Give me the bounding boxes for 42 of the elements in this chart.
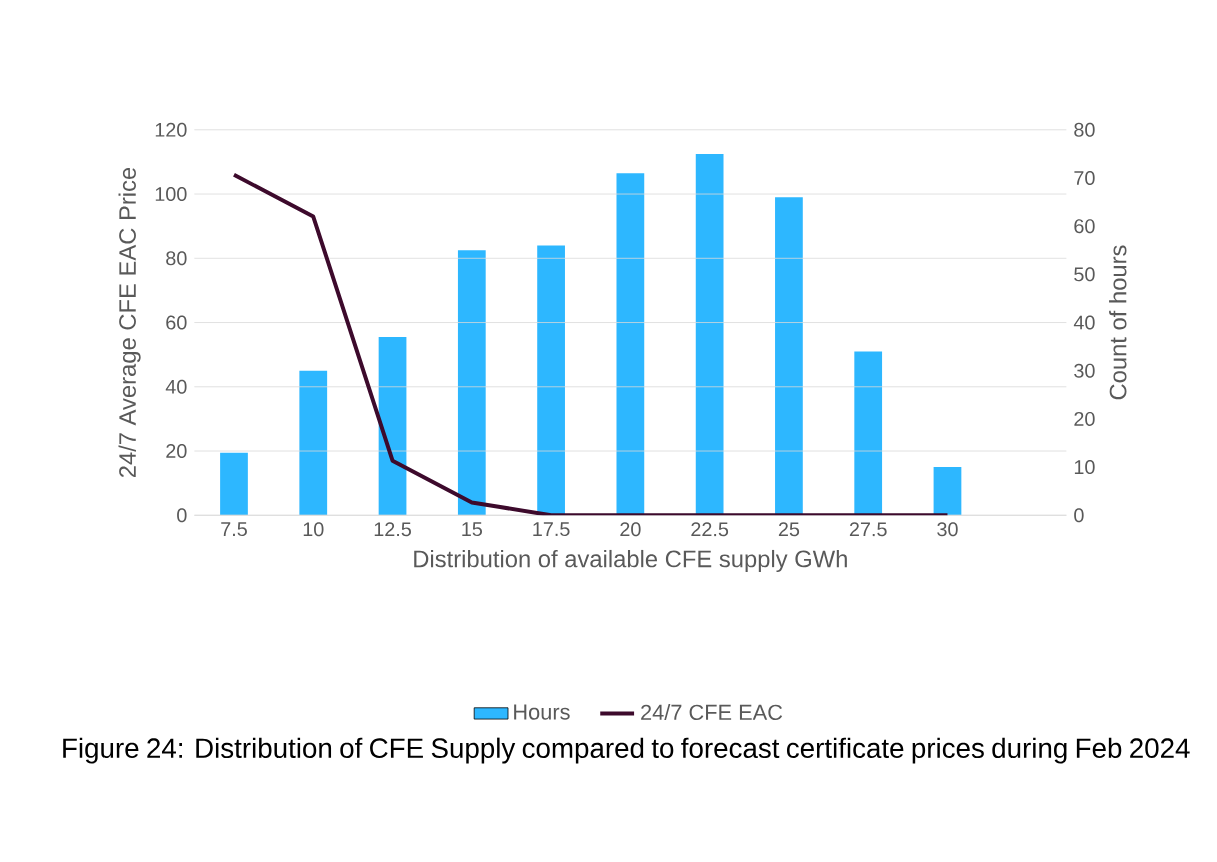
x-tick-label: 25	[778, 522, 800, 537]
y2-tick-label: 40	[1073, 315, 1095, 330]
bar	[299, 370, 328, 516]
y2-tick-label: 10	[1074, 460, 1095, 475]
y2-tick-label: 30	[1074, 363, 1095, 378]
y2-tick-label: 50	[1074, 267, 1095, 282]
bar	[457, 250, 486, 516]
y-tick-label: 120	[155, 122, 187, 137]
bar	[378, 336, 407, 516]
x-tick-label: 20	[620, 522, 641, 537]
y-axis-title: 24/7 Average CFE EAC Price	[118, 167, 141, 478]
y2-tick-label: 70	[1074, 170, 1095, 185]
y-tick-label: 80	[166, 251, 187, 266]
bar	[775, 197, 803, 516]
y-tick-label: 40	[165, 379, 187, 394]
y2-axis-title: Count of hours	[1109, 245, 1127, 400]
x-tick-label: 17.5	[533, 522, 570, 537]
y2-tick-label: 80	[1074, 122, 1095, 137]
x-tick-label: 15	[462, 522, 483, 537]
legend-label: 24/7 CFE EAC	[641, 704, 783, 721]
caption: Figure 24: Distribution of CFE Supply compared to forecast certificate prices during Feb 2024	[63, 737, 1190, 764]
bar	[616, 173, 645, 516]
bar	[220, 452, 248, 516]
bar	[933, 467, 962, 516]
bar	[537, 245, 565, 516]
x-tick-label: 22.5	[691, 522, 729, 537]
x-tick-label: 30	[937, 522, 958, 537]
x-tick-label: 27.5	[849, 522, 887, 537]
y2-tick-label: 0	[1074, 508, 1084, 523]
y2-tick-label: 20	[1074, 411, 1095, 426]
y-tick-label: 0	[177, 508, 187, 523]
x-tick-label: 10	[303, 522, 324, 537]
x-axis-title: Distribution of available CFE supply GWh	[414, 549, 847, 573]
y-tick-label: 20	[166, 443, 187, 458]
x-tick-label: 7.5	[221, 522, 247, 537]
y-tick-label: 100	[155, 186, 187, 202]
bar	[695, 153, 724, 516]
y2-tick-label: 60	[1074, 219, 1095, 234]
legend-label: Hours	[514, 704, 570, 720]
y-tick-label: 60	[166, 315, 187, 330]
x-tick-label: 12.5	[374, 522, 411, 537]
bar	[854, 351, 883, 516]
